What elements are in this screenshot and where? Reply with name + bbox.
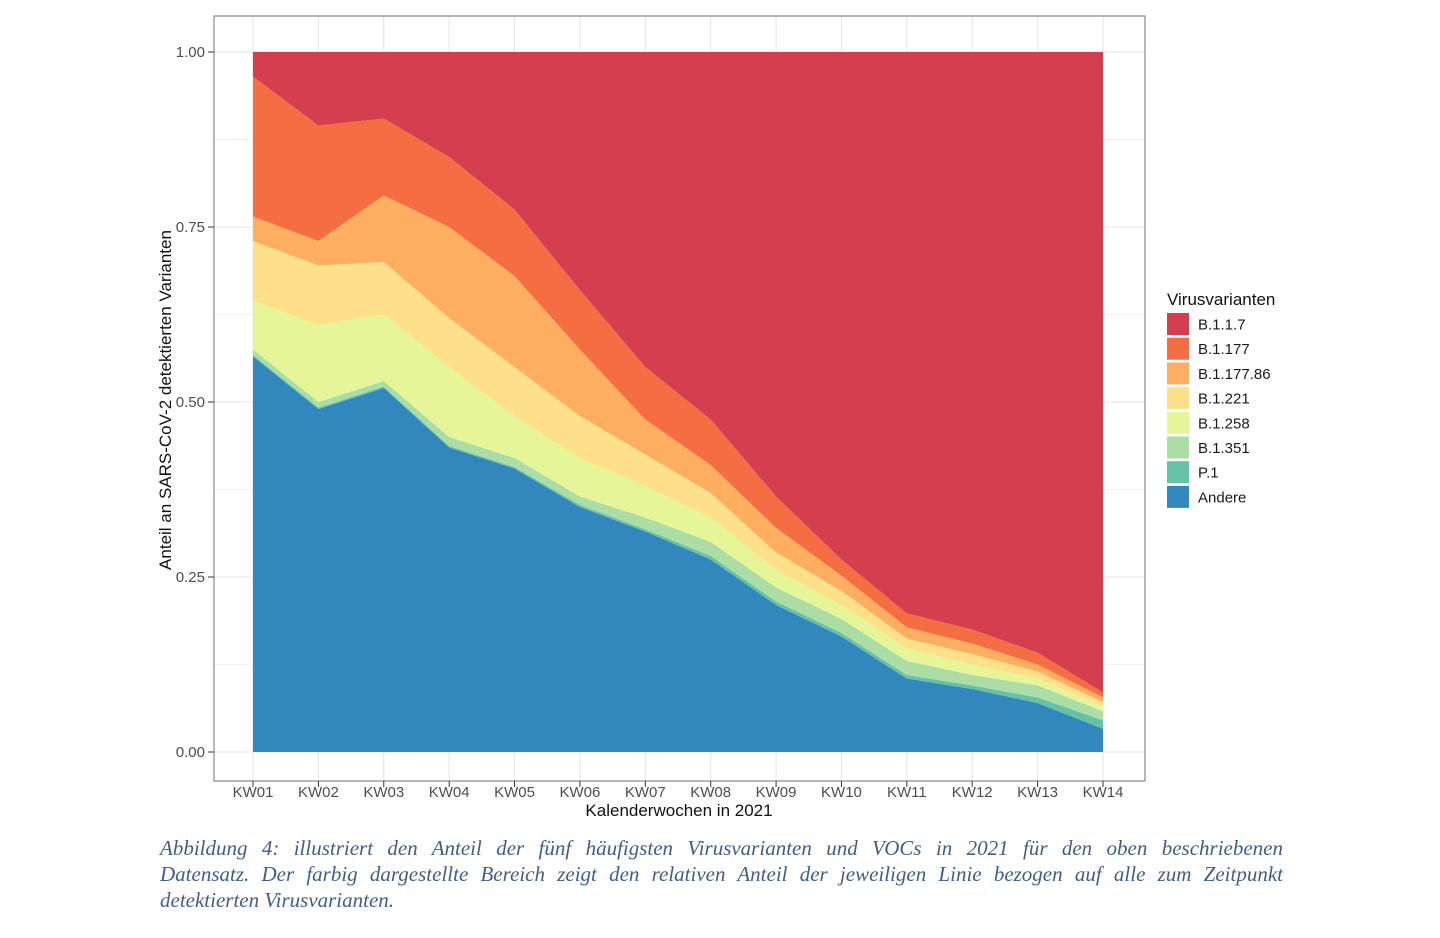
- legend-key-Andere: [1167, 485, 1189, 508]
- x-tick-label-KW12: KW12: [952, 784, 993, 801]
- legend-key-B.1.177: [1167, 337, 1189, 360]
- legend-label-B.1.177.86: B.1.177.86: [1198, 366, 1271, 383]
- legend-label-B.1.351: B.1.351: [1198, 440, 1250, 457]
- area-B.1.351: [253, 349, 1103, 721]
- area-Andere: [253, 356, 1103, 752]
- legend-key-B.1.221: [1167, 387, 1189, 410]
- x-tick-label-KW05: KW05: [494, 784, 535, 801]
- x-tick-label-KW13: KW13: [1017, 784, 1058, 801]
- x-tick-label-KW11: KW11: [887, 784, 927, 801]
- legend-key-B.1.177.86: [1167, 362, 1189, 385]
- area-B.1.1.7: [253, 52, 1103, 693]
- x-tick-label-KW14: KW14: [1083, 784, 1124, 801]
- y-tick-label-0.50: 0.50: [176, 394, 205, 411]
- area-B.1.177.86: [253, 195, 1103, 703]
- panel-border: [213, 15, 1146, 782]
- y-tick-label-0.75: 0.75: [176, 219, 205, 236]
- area-B.1.258: [253, 300, 1103, 712]
- area-B.1.177: [253, 76, 1103, 698]
- x-tick-label-KW01: KW01: [233, 784, 274, 801]
- legend-key-B.1.258: [1167, 411, 1189, 434]
- variant-stacked-area-chart: KW01 KW02 KW03 KW04 KW05 KW06 KW07 KW08 KW09 KW10…: [156, 15, 1275, 820]
- y-axis-title: Anteil an SARS-CoV-2 detektierten Varian…: [156, 230, 175, 570]
- legend-title: Virusvarianten: [1167, 290, 1275, 309]
- legend-label-B.1.1.7: B.1.1.7: [1198, 317, 1246, 334]
- figure-caption: Abbildung 4: illustriert den Anteil der …: [160, 835, 1283, 913]
- x-tick-label-KW03: KW03: [363, 784, 404, 801]
- legend-key-B.1.1.7: [1167, 313, 1189, 335]
- y-tick-label-1.00: 1.00: [176, 44, 205, 61]
- x-axis-title: Kalenderwochen in 2021: [585, 801, 772, 820]
- x-tick-label-KW09: KW09: [756, 784, 797, 801]
- x-tick-label-KW04: KW04: [429, 784, 470, 801]
- legend-label-B.1.258: B.1.258: [1198, 415, 1250, 432]
- x-tick-label-KW08: KW08: [690, 784, 731, 801]
- legend-label-Andere: Andere: [1198, 489, 1246, 506]
- y-tick-label-0.25: 0.25: [176, 569, 205, 586]
- legend-key-B.1.351: [1167, 436, 1189, 459]
- legend-key-P.1: [1167, 461, 1189, 484]
- x-tick-label-KW10: KW10: [821, 784, 862, 801]
- caption-line-2: Datensatz. Der farbig dargestellte Berei…: [160, 862, 1283, 886]
- legend-label-B.1.177: B.1.177: [1198, 341, 1250, 358]
- legend-label-B.1.221: B.1.221: [1198, 391, 1250, 408]
- x-tick-label-KW02: KW02: [298, 784, 339, 801]
- caption-line-3: detektierten Virusvarianten.: [160, 888, 395, 912]
- x-tick-label-KW06: KW06: [559, 784, 600, 801]
- legend-label-P.1: P.1: [1198, 465, 1219, 482]
- caption-line-1: Abbildung 4: illustriert den Anteil der …: [160, 836, 1283, 860]
- x-tick-label-KW07: KW07: [625, 784, 666, 801]
- y-tick-label-0.00: 0.00: [176, 744, 205, 761]
